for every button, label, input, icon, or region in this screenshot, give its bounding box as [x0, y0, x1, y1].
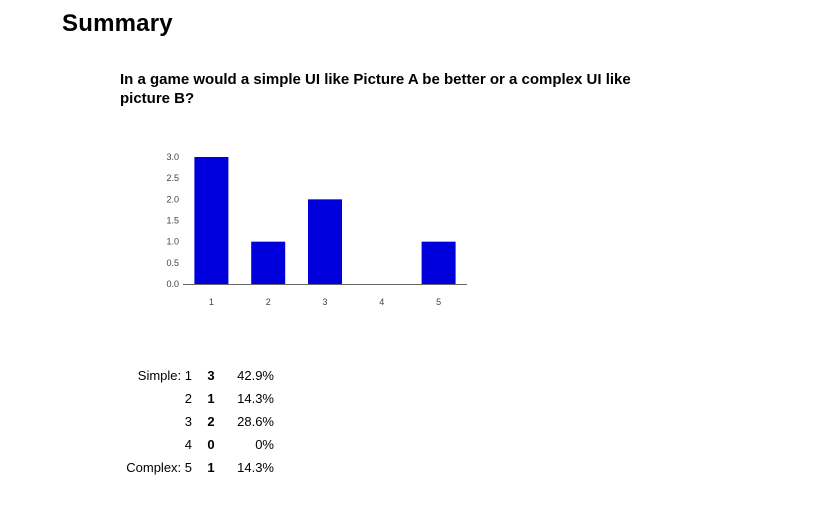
y-tick-label: 0.0 [166, 279, 179, 289]
summary-label: 3 [184, 414, 192, 429]
summary-row: Complex: 5 1 14.3% [100, 456, 274, 479]
summary-percent: 14.3% [237, 391, 274, 406]
y-tick-label: 3.0 [166, 152, 179, 162]
y-tick-label: 2.0 [166, 194, 179, 204]
summary-table: Simple: 1 3 42.9% 2 1 14.3% 3 2 28.6% 4 0 0% Complex… [100, 364, 274, 479]
y-tick-label: 1.0 [166, 237, 179, 247]
bar-2 [251, 241, 286, 284]
summary-count: 0 [207, 437, 215, 452]
summary-percent: 42.9% [237, 368, 274, 383]
summary-count: 1 [207, 460, 215, 475]
summary-percent: 14.3% [237, 460, 274, 475]
summary-count: 2 [207, 414, 215, 429]
x-tick-label: 4 [379, 297, 384, 307]
x-tick-label: 1 [209, 297, 214, 307]
bar-1 [194, 157, 229, 284]
summary-label: 2 [184, 391, 192, 406]
summary-count: 3 [207, 368, 215, 383]
bars [194, 157, 456, 284]
y-tick-label: 2.5 [166, 173, 179, 183]
summary-percent: 28.6% [237, 414, 274, 429]
question-text: In a game would a simple UI like Picture… [120, 71, 631, 107]
summary-row: 4 0 0% [100, 433, 274, 456]
x-tick-label: 2 [266, 297, 271, 307]
x-tick-label: 3 [322, 297, 327, 307]
summary-row: 2 1 14.3% [100, 387, 274, 410]
bar-3 [308, 199, 342, 284]
summary-row: Simple: 1 3 42.9% [100, 364, 274, 387]
summary-percent: 0% [255, 437, 274, 452]
summary-row: 3 2 28.6% [100, 410, 274, 433]
y-axis-ticks: 0.0 0.5 1.0 1.5 2.0 2.5 3.0 [166, 152, 179, 289]
summary-label: Complex: 5 [126, 460, 192, 475]
x-tick-label: 5 [436, 297, 441, 307]
y-tick-label: 1.5 [166, 216, 179, 226]
summary-label: Simple: 1 [137, 368, 192, 383]
y-tick-label: 0.5 [166, 258, 179, 268]
summary-count: 1 [207, 391, 215, 406]
page-title: Summary [62, 10, 173, 37]
response-bar-chart: 0.0 0.5 1.0 1.5 2.0 2.5 3.0 1 2 3 4 5 [166, 152, 467, 307]
bar-5 [421, 241, 456, 284]
x-axis-ticks: 1 2 3 4 5 [209, 297, 441, 307]
summary-label: 4 [184, 437, 192, 452]
